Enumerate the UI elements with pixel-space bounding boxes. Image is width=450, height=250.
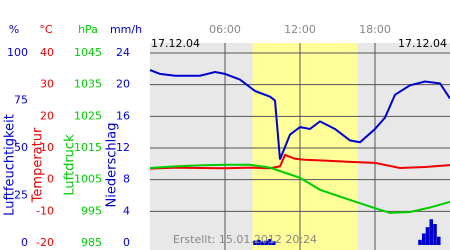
y-tick-label: 20	[40, 109, 54, 122]
axis-unit: hPa	[78, 23, 98, 36]
y-tick-label: 1015	[74, 141, 102, 154]
y-tick-label: 1005	[74, 173, 102, 186]
series-line	[149, 153, 450, 170]
precip-bar	[271, 241, 276, 245]
y-tick-label: 1035	[74, 78, 102, 91]
axis-unit: °C	[39, 23, 53, 36]
series-line	[149, 69, 450, 160]
y-tick-label: 100	[7, 46, 28, 59]
y-tick-label: 8	[123, 173, 130, 186]
y-tick-label: 4	[123, 204, 130, 217]
precip-bar	[256, 239, 261, 245]
axis-title: Niederschlag	[105, 123, 120, 208]
precip-bar	[436, 236, 441, 245]
precip-bar	[433, 223, 437, 245]
date-left: 17.12.04	[151, 37, 200, 50]
precip-bar	[268, 239, 272, 245]
y-tick-label: 0	[47, 173, 54, 186]
precip-bar	[253, 240, 257, 245]
series-line	[149, 163, 450, 214]
precip-bar	[429, 219, 434, 245]
x-tick-label: 18:00	[359, 23, 391, 36]
y-tick-label: 24	[116, 46, 130, 59]
axis-title: Luftfeuchtigkeit	[3, 114, 18, 216]
y-tick-label: 25	[14, 188, 28, 201]
y-tick-label: 20	[116, 78, 130, 91]
date-right: 17.12.04	[398, 37, 447, 50]
daylight	[252, 43, 358, 250]
y-tick-label: 995	[81, 204, 102, 217]
precip-bar	[425, 227, 430, 245]
y-tick-label: 12	[116, 141, 130, 154]
x-tick-label: 12:00	[284, 23, 316, 36]
y-tick-label: 0	[123, 236, 130, 249]
y-tick-label: 1025	[74, 109, 102, 122]
y-tick-label: 30	[40, 78, 54, 91]
y-tick-label: -10	[36, 204, 54, 217]
y-tick-label: 985	[81, 236, 102, 249]
y-tick-label: 16	[116, 109, 130, 122]
precip-bar	[260, 241, 265, 245]
footer: Erstellt: 15.01.2012 20:24	[173, 233, 317, 246]
axis-unit: %	[9, 23, 19, 36]
axis-title: Luftdruck	[63, 134, 78, 196]
y-tick-label: 10	[40, 141, 54, 154]
y-tick-label: 0	[21, 236, 28, 249]
precip-bar	[418, 239, 422, 245]
precip-bar	[421, 233, 426, 245]
y-tick-label: 40	[40, 46, 54, 59]
axis-unit: mm/h	[110, 23, 142, 36]
x-tick-label: 06:00	[209, 23, 241, 36]
precip-bar	[264, 240, 269, 245]
axis-title: Temperatur	[31, 127, 46, 203]
y-tick-label: 75	[14, 93, 28, 106]
y-tick-label: 50	[14, 141, 28, 154]
y-tick-label: -20	[36, 236, 54, 249]
y-tick-label: 1045	[74, 46, 102, 59]
